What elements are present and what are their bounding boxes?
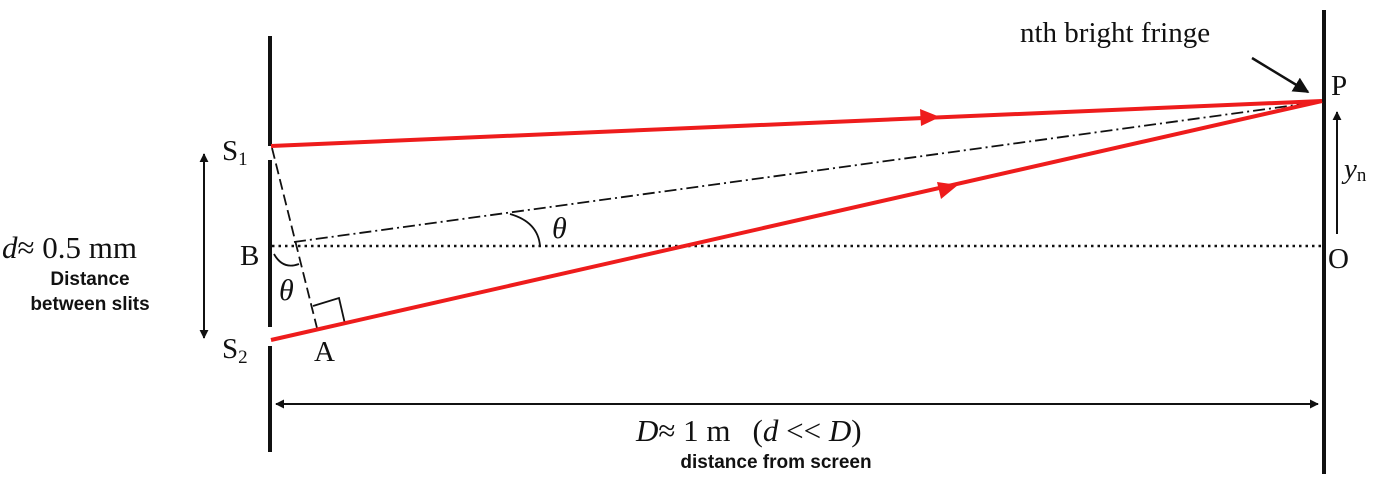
- callout-label: nth bright fringe: [1020, 17, 1210, 49]
- point-a-label: A: [314, 336, 335, 368]
- slit-2-label: S2: [222, 333, 248, 368]
- angle-arc-small: [273, 253, 300, 267]
- angle-small-label: θ: [279, 274, 294, 307]
- screen-distance-caption: distance from screen: [680, 452, 871, 473]
- right-angle-marker: [312, 296, 346, 325]
- screen-distance-label: D≈ 1 m (d << D): [635, 413, 862, 448]
- ray-arrow-top: [920, 109, 940, 126]
- angle-arc-main: [509, 213, 541, 247]
- slit-separation-caption-2: between slits: [30, 294, 149, 315]
- point-b-label: B: [240, 240, 259, 272]
- point-p-label: P: [1331, 70, 1347, 102]
- ray-s2-to-p: [270, 99, 1323, 342]
- point-o-label: O: [1328, 243, 1349, 275]
- ray-s1-to-p: [270, 99, 1323, 148]
- slit-separation-caption-1: Distance: [50, 269, 129, 290]
- callout-arrow: [1251, 56, 1310, 94]
- yn-label: yn: [1341, 153, 1367, 186]
- ray-arrow-bottom: [937, 182, 958, 199]
- slit-1-label: S1: [222, 135, 248, 170]
- angle-main-label: θ: [552, 212, 567, 245]
- bisector-line-dashdot: [293, 101, 1319, 243]
- slit-separation-label: d≈ 0.5 mm: [2, 230, 137, 265]
